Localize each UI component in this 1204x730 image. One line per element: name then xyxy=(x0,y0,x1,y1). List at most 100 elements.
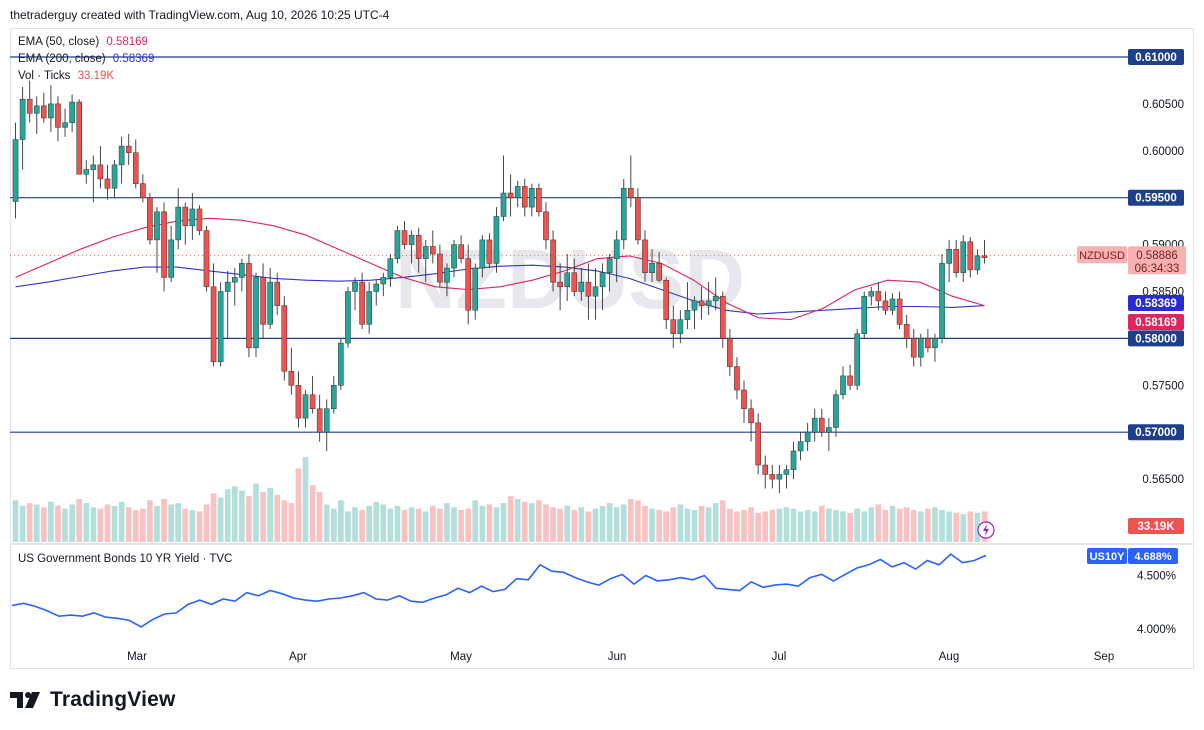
candle-body xyxy=(663,279,669,320)
candle-body xyxy=(55,103,61,128)
volume-bar xyxy=(649,508,655,542)
level-label-badge xyxy=(1128,424,1184,441)
lower-pane-title[interactable]: US Government Bonds 10 YR Yield · TVC xyxy=(18,552,232,566)
candle-body xyxy=(295,385,302,419)
candle-body xyxy=(345,291,351,344)
volume-bar xyxy=(528,503,535,542)
yield-symbol-text: US10Y xyxy=(1090,551,1126,563)
volume-bar xyxy=(140,508,146,542)
volume-bar xyxy=(55,505,61,542)
candle-body xyxy=(776,474,783,480)
volume-bar xyxy=(712,503,719,542)
legend-ema200[interactable]: EMA (200, close) 0.58369 xyxy=(18,52,154,66)
time-axis-label: Mar xyxy=(127,651,147,663)
volume-bar xyxy=(359,510,365,542)
ema200-badge xyxy=(1128,295,1184,311)
volume-bar xyxy=(606,503,613,542)
volume-bar xyxy=(557,508,563,542)
candle-body xyxy=(458,244,464,259)
volume-bar xyxy=(663,511,670,542)
volume-bar xyxy=(748,507,754,542)
candle-body xyxy=(769,474,776,480)
volume-bar xyxy=(889,505,896,542)
candle-body xyxy=(132,152,139,184)
volume-bar xyxy=(295,468,302,542)
volume-bar xyxy=(217,497,224,542)
candle-body xyxy=(557,281,563,288)
volume-bar xyxy=(677,504,684,542)
candle-body xyxy=(974,255,981,271)
time-axis-label: Jun xyxy=(608,651,627,663)
volume-bar xyxy=(444,503,450,542)
candle-body xyxy=(97,164,104,180)
volume-bar xyxy=(762,511,769,542)
legend-volume[interactable]: Vol · Ticks 33.19K xyxy=(18,69,114,83)
candle-body xyxy=(896,298,903,325)
candle-body xyxy=(854,333,860,386)
candle-body xyxy=(380,277,387,285)
candle-body xyxy=(217,291,224,363)
volume-bar xyxy=(755,512,761,542)
volume-bar xyxy=(514,498,521,542)
legend-ema50[interactable]: EMA (50, close) 0.58169 xyxy=(18,35,148,49)
volume-bar xyxy=(189,510,196,542)
volume-bar xyxy=(620,504,627,542)
tradingview-logo-icon xyxy=(10,692,40,708)
candle-body xyxy=(373,283,380,292)
tradingview-logo[interactable]: TradingView xyxy=(10,686,176,714)
ema200-line xyxy=(15,264,985,315)
volume-bar xyxy=(394,505,401,542)
candle-body xyxy=(981,255,988,258)
volume-bar xyxy=(896,508,903,542)
candle-body xyxy=(925,338,931,349)
yield-tick-label: 4.500% xyxy=(1137,571,1176,583)
volume-bar xyxy=(811,511,818,542)
yield-line xyxy=(11,553,987,628)
yield-value-text: 4.688% xyxy=(1134,551,1172,563)
pane-divider[interactable] xyxy=(10,543,1194,545)
volume-bar xyxy=(451,507,457,542)
volume-bar xyxy=(507,496,514,542)
volume-bar xyxy=(571,510,578,542)
yield-symbol-badge xyxy=(1087,548,1127,564)
candle-body xyxy=(76,101,82,175)
candle-body xyxy=(712,295,719,302)
candle-body xyxy=(578,281,585,292)
last-price-badge xyxy=(1128,246,1186,275)
volume-bar xyxy=(790,508,797,542)
volume-badge xyxy=(1128,518,1184,534)
volume-bar xyxy=(783,507,790,542)
volume-bar xyxy=(564,505,571,542)
volume-bar xyxy=(910,510,917,542)
volume-bar xyxy=(953,512,960,542)
legend-ema200-value: 0.58369 xyxy=(112,53,155,65)
volume-bar xyxy=(592,508,599,542)
volume-bar xyxy=(613,507,620,542)
volume-bar xyxy=(818,505,825,542)
candle-body xyxy=(430,246,436,255)
candle-body xyxy=(529,188,535,208)
legend-volume-value: 33.19K xyxy=(77,70,115,82)
candle-body xyxy=(231,277,238,283)
candle-body xyxy=(26,98,33,114)
candle-body xyxy=(48,103,54,119)
candle-body xyxy=(521,186,528,208)
candle-body xyxy=(104,178,111,189)
volume-bar xyxy=(288,503,295,542)
candle-body xyxy=(69,101,75,123)
volume-bar xyxy=(691,510,698,542)
volume-bar xyxy=(345,511,351,542)
candle-body xyxy=(366,291,372,325)
volume-bar xyxy=(48,501,54,542)
candle-body xyxy=(536,188,542,213)
candle-body xyxy=(932,338,938,349)
candle-body xyxy=(543,211,549,241)
candle-body xyxy=(331,385,337,409)
candle-body xyxy=(642,239,648,273)
candle-body xyxy=(762,464,769,475)
candle-body xyxy=(783,469,790,475)
legend-ema50-label: EMA (50, close) xyxy=(18,36,100,48)
volume-bar xyxy=(125,507,132,542)
candle-body xyxy=(790,450,797,470)
